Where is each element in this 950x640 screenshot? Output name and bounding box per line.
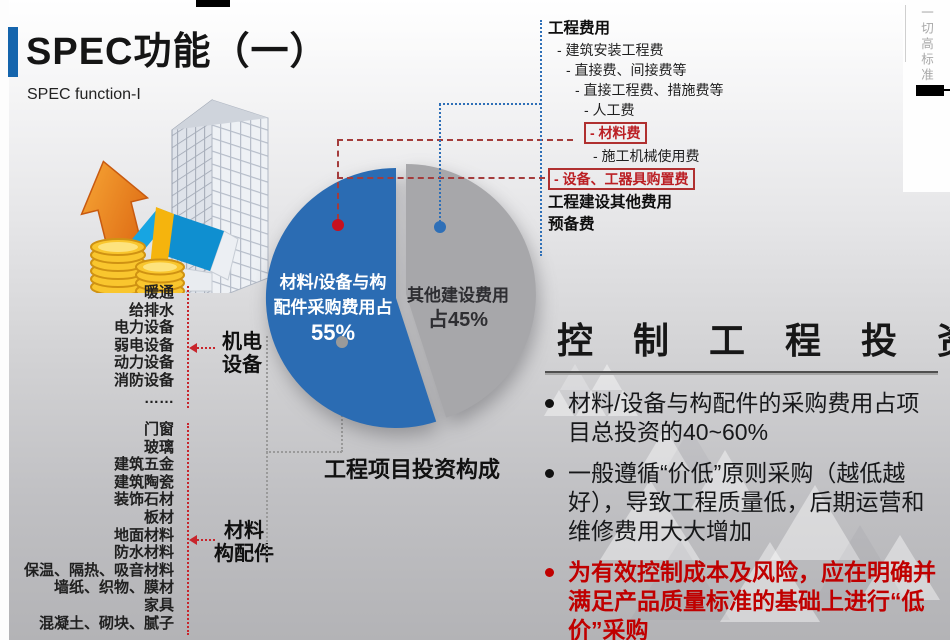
mech-equipment-list: 暖通 给排水 电力设备 弱电设备 动力设备 消防设备…… — [58, 284, 174, 407]
blue-callout-vertical — [439, 104, 441, 222]
panel-bullet: 材料/设备与构配件的采购费用占项目总投资的40~60% — [545, 389, 938, 447]
cost-tree-list: 工程费用 - 建筑安装工程费 - 直接费、间接费等 - 直接工程费、措施费等 - 人工费… — [548, 18, 778, 236]
material-group-brace-line — [187, 423, 189, 635]
cost-tree-item: 预备费 — [548, 216, 595, 233]
list-item: 动力设备 — [113, 354, 174, 372]
list-item: 墙纸、织物、膜材 — [53, 579, 174, 597]
triangle-watermark — [544, 364, 940, 622]
right-margin-strip — [903, 0, 950, 192]
list-item: …… — [144, 389, 174, 407]
pie-label-55: 材料/设备与构 配件采购费用占 55% — [264, 270, 402, 345]
pie-label-45-line1: 其他建设费用 — [407, 286, 509, 305]
mech-label-line2: 设备 — [222, 354, 262, 376]
title-accent-bar — [8, 27, 18, 77]
panel-title: 控 制 工 程 投 资 — [557, 320, 950, 361]
material-label-line2: 构配件 — [214, 543, 274, 565]
mech-group-brace-line — [187, 286, 189, 408]
cost-tree-item: 工程费用 — [548, 20, 611, 37]
cost-tree-item: - 材料费 — [584, 122, 647, 144]
pie-slice-55 — [265, 167, 437, 428]
list-item: 建筑陶瓷 — [113, 473, 174, 491]
left-margin-strip — [0, 0, 9, 640]
red-callout-to-material-fee — [337, 139, 573, 141]
page-subtitle: SPEC function-I — [27, 86, 141, 103]
list-item: 保温、隔热、吸音材料 — [23, 561, 174, 579]
cost-tree-item: - 直接费、间接费等 — [566, 62, 687, 78]
list-item: 混凝土、砌块、腻子 — [38, 614, 174, 632]
side-black-marker-line — [944, 89, 950, 91]
side-black-marker — [916, 85, 944, 96]
control-panel-section: 控 制 工 程 投 资 材料/设备与构配件的采购费用占项目总投资的40~60% 一… — [545, 312, 950, 640]
material-arrow-tail — [197, 539, 215, 541]
bullet-text: 材料/设备与构配件的采购费用占项目总投资的40~60% — [568, 390, 920, 445]
pie-label-45: 其他建设费用 占45% — [402, 283, 514, 333]
list-item: 玻璃 — [143, 438, 174, 456]
top-accent-bar — [196, 0, 230, 7]
bullet-text: 一般遵循“价低”原则采购（越低越好），导致工程质量低，后期运营和维修费用大大增加 — [568, 460, 925, 544]
red-callout-vertical — [337, 140, 339, 220]
list-item: 给排水 — [128, 301, 174, 319]
list-item: 家具 — [143, 596, 174, 614]
material-components-list: 门窗 玻璃 建筑五金 建筑陶瓷 装饰石材 板材 地面材料 防水材料 保温、隔热、吸音材料 墙纸、织… — [22, 421, 174, 632]
mech-arrow-tail — [197, 347, 215, 349]
list-item: 建筑五金 — [113, 456, 174, 474]
cost-tree-item: - 设备、工器具购置费 — [548, 168, 695, 190]
bullet-marker-icon — [545, 568, 554, 577]
panel-bullet: 一般遵循“价低”原则采购（越低越好），导致工程质量低，后期运营和维修费用大大增加 — [545, 459, 938, 546]
gray-slice-dot — [336, 336, 348, 348]
pie-label-55-line2: 配件采购费用占 — [273, 298, 393, 317]
panel-bullet-list: 材料/设备与构配件的采购费用占项目总投资的40~60% 一般遵循“价低”原则采购（… — [545, 389, 938, 640]
blue-callout-horizontal — [439, 103, 541, 105]
pie-label-55-line1: 材料/设备与构 — [279, 273, 387, 292]
list-item: 弱电设备 — [113, 336, 174, 354]
cost-tree-item: - 直接工程费、措施费等 — [575, 82, 724, 98]
panel-bullet: 为有效控制成本及风险，应在明确并满足产品质量标准的基础上进行“低价”采购 — [545, 558, 938, 640]
blue-slice-dot — [434, 221, 446, 233]
list-item: 门窗 — [143, 421, 174, 438]
cost-tree-item: 工程建设其他费用 — [548, 194, 673, 211]
mech-arrow-icon — [189, 343, 197, 353]
cost-list-bracket-line — [540, 20, 542, 256]
cost-tree-item: - 建筑安装工程费 — [557, 42, 664, 58]
material-label-line1: 材料 — [224, 520, 264, 542]
gray-connector-horizontal — [266, 451, 342, 453]
side-separator-line — [905, 5, 906, 62]
chart-caption: 工程项目投资构成 — [323, 457, 500, 482]
building-money-illustration — [80, 99, 269, 293]
list-item: 地面材料 — [113, 526, 174, 544]
group-span-line — [266, 336, 268, 558]
cost-tree-item: - 施工机械使用费 — [593, 148, 700, 164]
red-slice-dot — [332, 219, 344, 231]
list-item: 消防设备 — [113, 371, 174, 389]
coin-stacks — [90, 238, 185, 293]
mech-label-line1: 机电 — [222, 331, 262, 353]
list-item: 板材 — [143, 508, 174, 526]
material-arrow-icon — [189, 535, 197, 545]
material-group-label: 材料 构配件 — [206, 520, 282, 566]
red-callout-to-equipment-fee — [337, 177, 545, 179]
side-note-vertical-text: 一切高标准 — [919, 6, 933, 84]
bullet-marker-icon — [545, 469, 554, 478]
bullet-marker-icon — [545, 399, 554, 408]
list-item: 装饰石材 — [113, 491, 174, 509]
list-item: 电力设备 — [113, 319, 174, 337]
bullet-text: 为有效控制成本及风险，应在明确并满足产品质量标准的基础上进行“低价”采购 — [568, 559, 936, 640]
list-item: 防水材料 — [113, 544, 174, 562]
panel-divider — [545, 371, 938, 375]
pie-label-55-pct: 55% — [310, 320, 356, 345]
cost-tree-item: - 人工费 — [584, 102, 635, 118]
pie-label-45-pct: 占45% — [427, 309, 489, 331]
page-title: SPEC功能（一） — [26, 31, 329, 73]
mech-group-label: 机电 设备 — [214, 331, 270, 377]
list-item: 暖通 — [143, 284, 174, 301]
